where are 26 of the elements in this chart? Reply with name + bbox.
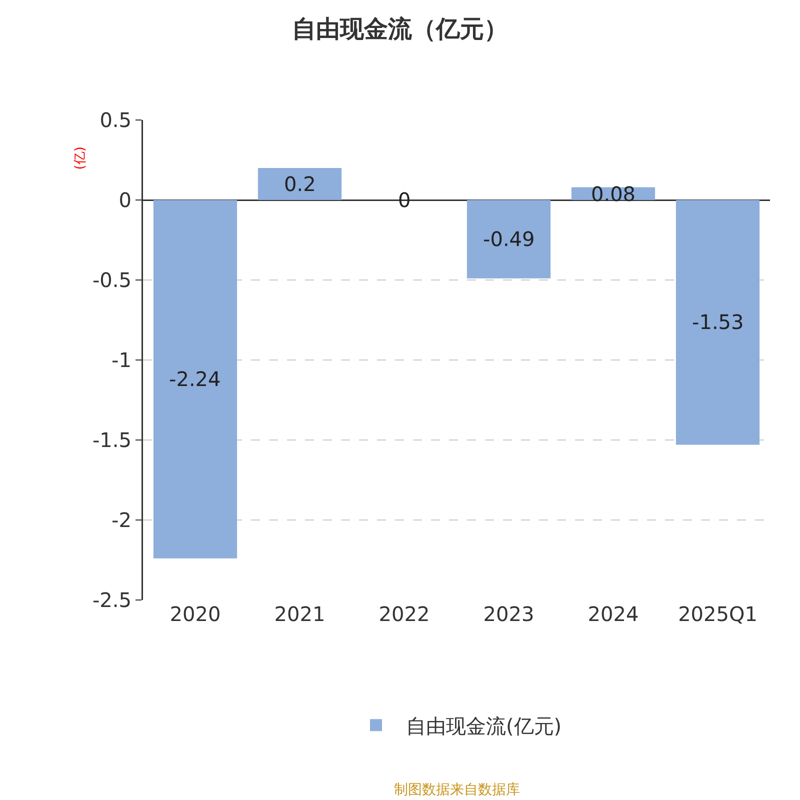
bar	[466, 200, 551, 278]
data-label: -2.24	[169, 367, 221, 391]
y-tick-label: 0.5	[100, 108, 132, 132]
data-label: -0.49	[483, 227, 535, 251]
legend-label: 自由现金流(亿元)	[406, 714, 562, 738]
y-tick-label: 0	[118, 188, 132, 212]
bar	[153, 200, 238, 558]
x-tick-label: 2020	[170, 602, 221, 626]
chart-title: 自由现金流（亿元）	[292, 14, 508, 43]
data-label: -1.53	[692, 310, 744, 334]
data-label: 0.2	[284, 172, 316, 196]
bar	[676, 200, 760, 445]
y-axis-title: (亿)	[72, 146, 88, 170]
text: 制图数据来自数据库	[394, 782, 520, 798]
bar	[258, 168, 342, 200]
data-label: 0.08	[591, 182, 636, 206]
x-tick-label: 2022	[378, 602, 430, 626]
y-tick-label: -0.5	[92, 268, 132, 292]
x-tick-label: 2024	[588, 602, 639, 626]
x-tick-label: 2023	[483, 602, 534, 626]
y-tick-label: -2	[112, 508, 132, 532]
y-tick-label: -1	[112, 348, 132, 372]
x-tick-label: 2021	[274, 602, 326, 626]
x-tick-label: 2025Q1	[678, 602, 758, 626]
y-tick-label: -1.5	[92, 428, 132, 452]
y-tick-label: -2.5	[92, 588, 132, 612]
